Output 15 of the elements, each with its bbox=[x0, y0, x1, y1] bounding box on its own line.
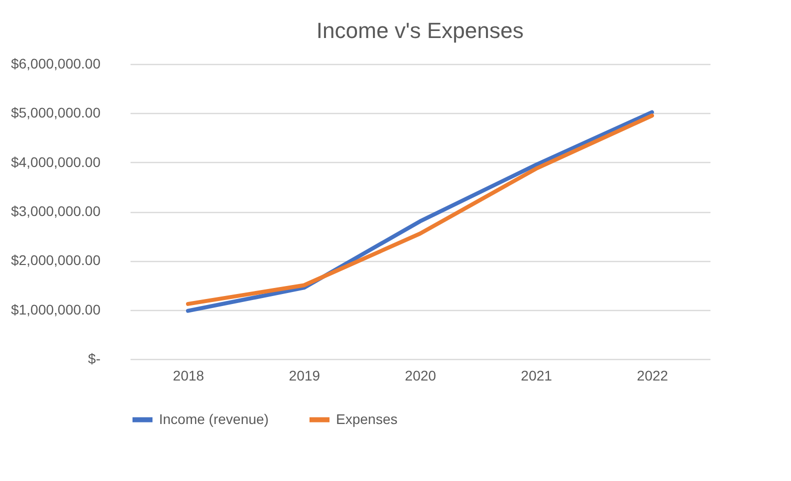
x-tick-label: 2019 bbox=[288, 368, 320, 384]
y-tick-label: $- bbox=[88, 350, 101, 366]
y-tick-label: $3,000,000.00 bbox=[10, 203, 101, 219]
y-tick-label: $6,000,000.00 bbox=[10, 56, 101, 72]
x-tick-label: 2022 bbox=[636, 368, 668, 384]
y-tick-label: $4,000,000.00 bbox=[10, 154, 101, 170]
legend-label: Expenses bbox=[336, 410, 398, 427]
x-tick-label: 2020 bbox=[404, 368, 436, 384]
legend-label: Income (revenue) bbox=[159, 410, 269, 427]
x-tick-label: 2018 bbox=[172, 368, 204, 384]
y-tick-label: $5,000,000.00 bbox=[10, 104, 101, 121]
chart-title: Income v's Expenses bbox=[316, 18, 524, 43]
y-tick-label: $2,000,000.00 bbox=[10, 252, 101, 268]
x-tick-label: 2021 bbox=[520, 368, 552, 384]
y-tick-label: $1,000,000.00 bbox=[10, 301, 101, 318]
